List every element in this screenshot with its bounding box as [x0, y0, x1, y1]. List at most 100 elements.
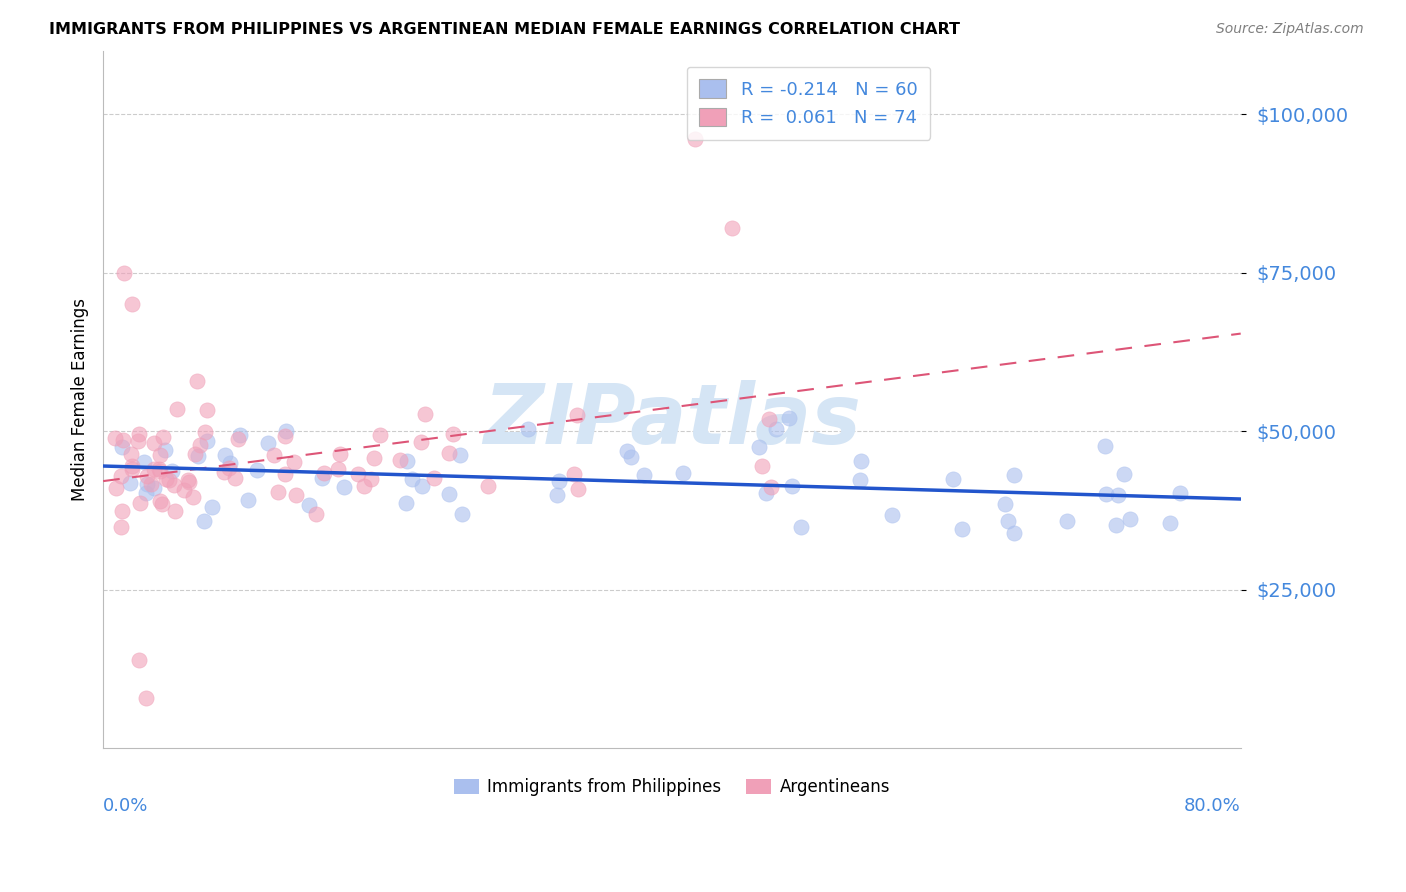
Point: [994, 497, 1017, 511]
Point: [195, 403, 218, 417]
Point: [148, 462, 170, 476]
Point: [135, 485, 157, 500]
Point: [1056, 514, 1078, 528]
Point: [162, 464, 184, 478]
Point: [226, 432, 249, 446]
Point: [672, 466, 695, 480]
Point: [347, 467, 370, 481]
Point: [229, 428, 252, 442]
Point: [388, 453, 411, 467]
Point: [423, 471, 446, 485]
Text: Source: ZipAtlas.com: Source: ZipAtlas.com: [1216, 22, 1364, 37]
Point: [163, 478, 186, 492]
Point: [751, 458, 773, 473]
Point: [214, 465, 236, 479]
Point: [449, 448, 471, 462]
Point: [121, 297, 143, 311]
Point: [112, 433, 135, 447]
Point: [305, 508, 328, 522]
Point: [353, 479, 375, 493]
Point: [778, 411, 800, 425]
Point: [450, 507, 472, 521]
Point: [155, 443, 177, 458]
Point: [283, 455, 305, 469]
Point: [236, 492, 259, 507]
Point: [257, 436, 280, 450]
Text: ZIPatlas: ZIPatlas: [484, 380, 860, 461]
Point: [134, 454, 156, 468]
Point: [142, 461, 165, 475]
Legend: R = -0.214   N = 60, R =  0.061   N = 74: R = -0.214 N = 60, R = 0.061 N = 74: [686, 67, 931, 140]
Point: [328, 462, 350, 476]
Point: [121, 462, 143, 476]
Text: 0.0%: 0.0%: [103, 797, 149, 815]
Point: [1159, 516, 1181, 530]
Point: [157, 473, 180, 487]
Point: [368, 428, 391, 442]
Point: [546, 488, 568, 502]
Point: [548, 474, 571, 488]
Point: [128, 426, 150, 441]
Point: [441, 427, 464, 442]
Point: [721, 221, 744, 235]
Point: [401, 472, 423, 486]
Point: [1095, 486, 1118, 500]
Point: [477, 479, 499, 493]
Point: [120, 475, 142, 490]
Point: [748, 440, 770, 454]
Point: [194, 425, 217, 440]
Point: [312, 466, 335, 480]
Point: [1002, 468, 1025, 483]
Point: [411, 434, 433, 449]
Point: [104, 481, 127, 495]
Text: 80.0%: 80.0%: [1184, 797, 1240, 815]
Point: [165, 504, 187, 518]
Point: [195, 434, 218, 448]
Point: [120, 447, 142, 461]
Point: [246, 463, 269, 477]
Point: [152, 497, 174, 511]
Point: [1112, 467, 1135, 481]
Point: [166, 402, 188, 417]
Point: [395, 495, 418, 509]
Point: [142, 436, 165, 450]
Point: [413, 407, 436, 421]
Point: [882, 508, 904, 523]
Point: [103, 431, 125, 445]
Point: [274, 467, 297, 482]
Point: [139, 477, 162, 491]
Point: [142, 481, 165, 495]
Point: [620, 450, 643, 464]
Point: [128, 653, 150, 667]
Point: [179, 475, 201, 489]
Point: [110, 520, 132, 534]
Point: [1094, 439, 1116, 453]
Point: [273, 429, 295, 443]
Point: [517, 422, 540, 436]
Point: [173, 483, 195, 498]
Point: [1107, 488, 1129, 502]
Point: [149, 493, 172, 508]
Point: [333, 480, 356, 494]
Point: [790, 519, 813, 533]
Point: [952, 522, 974, 536]
Point: [176, 473, 198, 487]
Point: [567, 408, 589, 422]
Point: [363, 450, 385, 465]
Point: [187, 449, 209, 463]
Point: [111, 504, 134, 518]
Point: [780, 479, 803, 493]
Point: [218, 460, 240, 475]
Point: [758, 411, 780, 425]
Point: [152, 430, 174, 444]
Point: [285, 488, 308, 502]
Point: [848, 473, 870, 487]
Point: [616, 444, 638, 458]
Point: [114, 266, 136, 280]
Point: [127, 434, 149, 448]
Point: [1168, 485, 1191, 500]
Point: [267, 484, 290, 499]
Point: [683, 132, 706, 146]
Point: [633, 467, 655, 482]
Point: [849, 454, 872, 468]
